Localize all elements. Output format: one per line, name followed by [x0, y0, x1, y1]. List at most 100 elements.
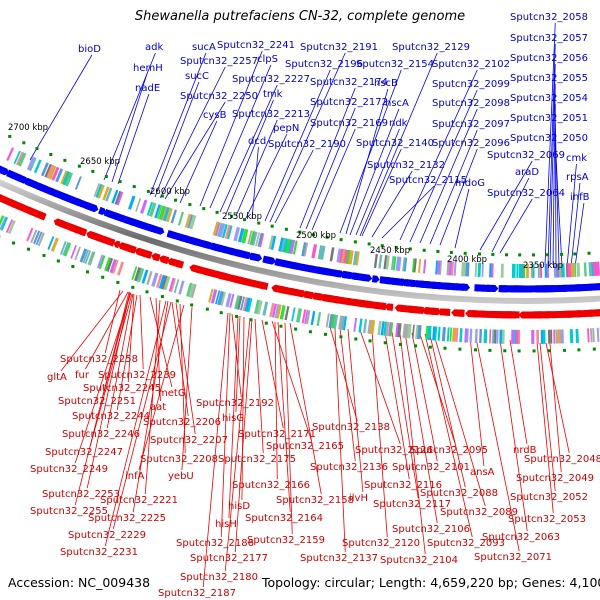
feature-bar-upper: [33, 159, 42, 174]
gene-label-forward: tmk: [263, 89, 283, 100]
track-tick: [587, 251, 591, 255]
feature-bar-lower: [304, 309, 309, 324]
feature-bar-lower: [358, 318, 363, 333]
gene-label-reverse: Sputcn32_2088: [420, 488, 498, 499]
feature-bar-upper: [212, 221, 220, 236]
track-tick: [298, 230, 302, 234]
feature-bar-upper: [588, 262, 593, 277]
gene-label-reverse: Sputcn32_2166: [232, 480, 310, 491]
gene-label-forward: Sputcn32_2154: [356, 59, 434, 70]
forward-gene: [156, 226, 165, 235]
label-leader-line: [89, 293, 133, 447]
label-leader-line: [74, 291, 130, 506]
gene-label-reverse: Sputcn32_2208: [140, 454, 218, 465]
reverse-gene: [510, 311, 520, 319]
label-leader-line: [112, 301, 172, 530]
feature-bar-upper: [392, 256, 397, 271]
gene-label-reverse: Sputcn32_2177: [190, 553, 268, 564]
feature-bar-lower: [96, 254, 105, 269]
label-leader-line: [479, 160, 533, 251]
feature-bar-upper: [570, 262, 575, 278]
track-tick: [573, 252, 577, 256]
gene-label-reverse: gltA: [47, 372, 67, 383]
gene-tracks: [0, 134, 600, 353]
label-leader-line: [155, 297, 161, 402]
feature-bar-upper: [146, 201, 154, 216]
track-tick: [339, 335, 343, 339]
gene-label-forward: Sputcn32_2257: [180, 56, 258, 67]
feature-bar-lower: [369, 319, 376, 335]
label-leader-line: [29, 54, 93, 161]
track-tick: [145, 290, 149, 294]
feature-bar-upper: [289, 239, 296, 255]
gene-label-forward: Sputcn32_2172: [310, 97, 388, 108]
feature-bar-lower: [161, 275, 168, 290]
reverse-gene: [595, 308, 600, 317]
forward-gene: [250, 252, 263, 262]
feature-bar-upper: [29, 157, 37, 172]
track-tick: [219, 311, 223, 315]
feature-bar-upper: [282, 238, 289, 253]
feature-bar-upper: [491, 263, 494, 278]
gene-label-forward: Sputcn32_2132: [367, 160, 445, 171]
track-tick: [230, 214, 234, 218]
feature-bar-upper: [268, 235, 275, 250]
kbp-tick-label: 2600 kbp: [150, 187, 190, 197]
label-leader-line: [234, 318, 253, 553]
gene-label-reverse: Sputcn32_2052: [510, 492, 588, 503]
feature-bar-lower: [59, 241, 67, 255]
feature-bar-lower: [553, 329, 556, 344]
track-tick: [22, 141, 26, 145]
feature-bar-upper: [148, 202, 157, 217]
feature-bar-upper: [111, 189, 119, 204]
gene-label-forward: hscA: [385, 98, 409, 109]
feature-bar-lower: [170, 278, 176, 293]
feature-bar-lower: [186, 282, 193, 297]
feature-bar-upper: [249, 230, 257, 246]
feature-bar-lower: [446, 327, 450, 342]
feature-bar-upper: [303, 242, 309, 257]
reverse-gene: [376, 302, 387, 311]
feature-bar-upper: [221, 223, 228, 239]
feature-bar-lower: [217, 290, 225, 306]
feature-bar-lower: [47, 236, 55, 250]
feature-bar-upper: [219, 223, 226, 238]
feature-bar-upper: [477, 262, 482, 278]
reverse-gene: [430, 307, 440, 316]
gene-label-forward: clpS: [257, 54, 278, 65]
gene-label-forward: ihfB: [570, 192, 590, 203]
label-leader-line: [509, 339, 528, 445]
gene-label-reverse: Sputcn32_2245: [83, 383, 161, 394]
gene-label-forward: Sputcn32_2099: [432, 79, 510, 90]
track-tick: [312, 233, 316, 237]
label-leader-line: [454, 188, 470, 249]
feature-bar-lower: [188, 283, 196, 298]
gene-label-forward: dcd: [248, 136, 266, 147]
label-leader-line: [284, 322, 293, 535]
forward-gene: [268, 256, 276, 265]
feature-bar-upper: [516, 263, 519, 278]
track-tick: [8, 134, 12, 138]
feature-bar-lower: [146, 270, 153, 285]
gene-label-reverse: Sputcn32_2171: [238, 429, 316, 440]
feature-bar-lower: [104, 257, 112, 272]
kbp-tick-label: 2550 kbp: [222, 212, 262, 222]
track-tick: [339, 238, 343, 242]
label-leader-line: [311, 128, 356, 231]
track-tick: [294, 327, 298, 331]
feature-bar-lower: [310, 310, 316, 326]
label-leader-line: [355, 128, 400, 236]
label-leader-line: [334, 327, 346, 553]
gene-label-reverse: aat: [150, 402, 166, 413]
feature-bar-upper: [93, 183, 101, 197]
gene-label-forward: sucA: [192, 42, 216, 53]
label-leader-line: [536, 341, 554, 514]
gene-label-reverse: Sputcn32_2137: [300, 553, 378, 564]
label-leader-line: [274, 321, 278, 480]
track-tick: [449, 250, 453, 254]
feature-bar-upper: [55, 168, 64, 183]
gene-label-reverse: Sputcn32_2138: [312, 422, 390, 433]
gene-label-reverse: Sputcn32_2159: [247, 535, 325, 546]
track-tick: [323, 332, 327, 336]
